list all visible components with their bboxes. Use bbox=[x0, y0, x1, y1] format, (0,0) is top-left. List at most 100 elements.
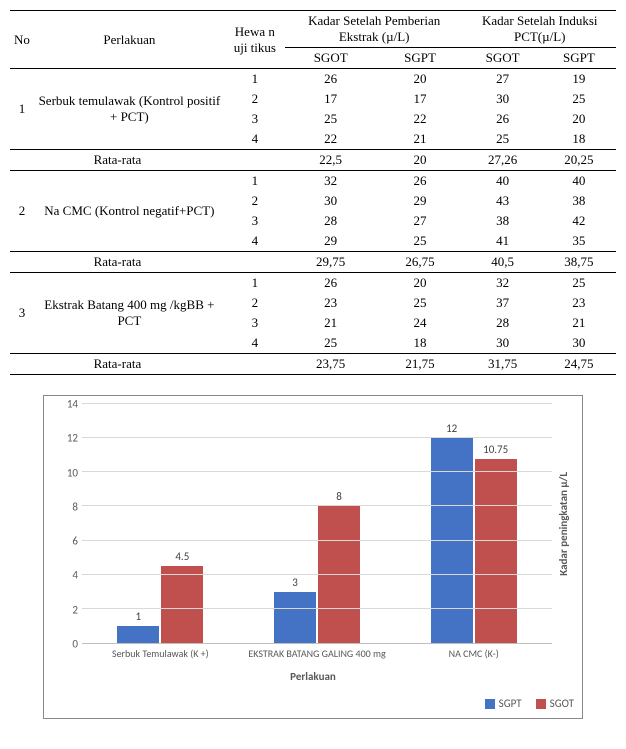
y-tick: 6 bbox=[72, 535, 78, 548]
table-cell: 18 bbox=[542, 129, 616, 150]
table-cell: 3 bbox=[225, 109, 285, 129]
x-axis: Serbuk Temulawak (K +)EKSTRAK BATANG GAL… bbox=[82, 644, 552, 660]
g1-no: 1 bbox=[10, 69, 34, 150]
legend-item: SGOT bbox=[536, 697, 574, 710]
chart-legend: SGPT SGOT bbox=[52, 697, 574, 710]
col-no: No bbox=[10, 11, 34, 69]
bar-chart: 02468101214 14.5381210.75 Kadar peningka… bbox=[43, 395, 583, 719]
table-cell: 42 bbox=[542, 211, 616, 231]
table-cell: 30 bbox=[542, 333, 616, 354]
y-tick: 14 bbox=[67, 398, 78, 411]
col-sgot-2: SGOT bbox=[463, 48, 541, 69]
table-cell: 20 bbox=[542, 109, 616, 129]
table-cell: 26 bbox=[463, 109, 541, 129]
bar-value-label: 4.5 bbox=[175, 550, 189, 563]
g1-perlakuan: Serbuk temulawak (Kontrol positif + PCT) bbox=[34, 69, 225, 150]
g1-r1-h: 1 bbox=[225, 69, 285, 90]
table-cell: 23,75 bbox=[285, 354, 377, 375]
table-cell: 27,26 bbox=[463, 150, 541, 171]
table-cell: 32 bbox=[463, 273, 541, 294]
bar-value-label: 1 bbox=[136, 610, 142, 623]
table-cell: 21,75 bbox=[377, 354, 464, 375]
bar: 4.5 bbox=[161, 566, 203, 643]
g3-perlakuan: Ekstrak Batang 400 mg /kgBB + PCT bbox=[34, 273, 225, 354]
y-tick: 12 bbox=[67, 432, 78, 445]
table-cell: 31,75 bbox=[463, 354, 541, 375]
table-cell: 38 bbox=[542, 191, 616, 211]
table-cell: 25 bbox=[542, 273, 616, 294]
table-cell: 4 bbox=[225, 333, 285, 354]
g1-r1-ep: 20 bbox=[377, 69, 464, 90]
y-tick: 0 bbox=[72, 638, 78, 651]
table-cell: 18 bbox=[377, 333, 464, 354]
table-cell: 2 bbox=[225, 293, 285, 313]
bar: 12 bbox=[431, 438, 473, 643]
table-cell: 25 bbox=[285, 109, 377, 129]
legend-label: SGPT bbox=[499, 697, 522, 710]
bar-value-label: 8 bbox=[336, 490, 342, 503]
y-axis: 02468101214 bbox=[52, 404, 82, 644]
table-cell: 29 bbox=[285, 231, 377, 252]
g3-rata-label: Rata-rata bbox=[10, 354, 225, 375]
table-cell: 40 bbox=[463, 171, 541, 192]
col-sgot-1: SGOT bbox=[285, 48, 377, 69]
table-cell: 21 bbox=[285, 313, 377, 333]
table-cell: 22 bbox=[285, 129, 377, 150]
table-cell: 4 bbox=[225, 231, 285, 252]
bar: 10.75 bbox=[475, 459, 517, 643]
table-cell: 17 bbox=[377, 89, 464, 109]
table-cell: 3 bbox=[225, 211, 285, 231]
table-cell: 43 bbox=[463, 191, 541, 211]
y-tick: 4 bbox=[72, 569, 78, 582]
col-sgpt-1: SGPT bbox=[377, 48, 464, 69]
g1-rata-label: Rata-rata bbox=[10, 150, 225, 171]
table-cell: 20 bbox=[377, 273, 464, 294]
table-cell: 37 bbox=[463, 293, 541, 313]
table-cell: 30 bbox=[463, 333, 541, 354]
table-cell: 29 bbox=[377, 191, 464, 211]
legend-swatch bbox=[485, 699, 495, 709]
col-kadar-ekstrak: Kadar Setelah Pemberian Ekstrak (µ/L) bbox=[285, 11, 464, 48]
table-cell: 26 bbox=[377, 171, 464, 192]
y-axis-label-wrap: Kadar peningkatan µ/L bbox=[552, 404, 574, 644]
table-cell: 40 bbox=[542, 171, 616, 192]
g1-r1-ps: 27 bbox=[463, 69, 541, 90]
x-tick: NA CMC (K-) bbox=[395, 644, 552, 660]
table-cell: 23 bbox=[285, 293, 377, 313]
plot-area: 14.5381210.75 bbox=[82, 404, 552, 644]
table-cell: 28 bbox=[463, 313, 541, 333]
bar-value-label: 10.75 bbox=[483, 443, 508, 456]
legend-item: SGPT bbox=[485, 697, 522, 710]
table-cell: 30 bbox=[285, 191, 377, 211]
table-cell bbox=[225, 150, 285, 171]
col-sgpt-2: SGPT bbox=[542, 48, 616, 69]
y-tick: 8 bbox=[72, 500, 78, 513]
g2-no: 2 bbox=[10, 171, 34, 252]
table-cell: 1 bbox=[225, 273, 285, 294]
g1-r1-pp: 19 bbox=[542, 69, 616, 90]
table-cell: 41 bbox=[463, 231, 541, 252]
g3-no: 3 bbox=[10, 273, 34, 354]
table-cell: 29,75 bbox=[285, 252, 377, 273]
legend-label: SGOT bbox=[550, 697, 574, 710]
col-kadar-pct: Kadar Setelah Induksi PCT(µ/L) bbox=[463, 11, 616, 48]
col-hewan: Hewa n uji tikus bbox=[225, 11, 285, 69]
table-cell: 26 bbox=[285, 273, 377, 294]
table-cell: 24,75 bbox=[542, 354, 616, 375]
table-cell: 23 bbox=[542, 293, 616, 313]
legend-swatch bbox=[536, 699, 546, 709]
table-cell: 17 bbox=[285, 89, 377, 109]
bar: 3 bbox=[274, 592, 316, 643]
table-cell: 25 bbox=[542, 89, 616, 109]
table-cell: 2 bbox=[225, 191, 285, 211]
table-cell: 30 bbox=[463, 89, 541, 109]
table-cell bbox=[225, 354, 285, 375]
table-cell: 28 bbox=[285, 211, 377, 231]
table-cell: 3 bbox=[225, 313, 285, 333]
g2-rata-label: Rata-rata bbox=[10, 252, 225, 273]
table-cell: 26,75 bbox=[377, 252, 464, 273]
table-cell: 21 bbox=[542, 313, 616, 333]
bar: 1 bbox=[117, 626, 159, 643]
x-axis-label: Perlakuan bbox=[52, 670, 574, 683]
table-cell: 38,75 bbox=[542, 252, 616, 273]
